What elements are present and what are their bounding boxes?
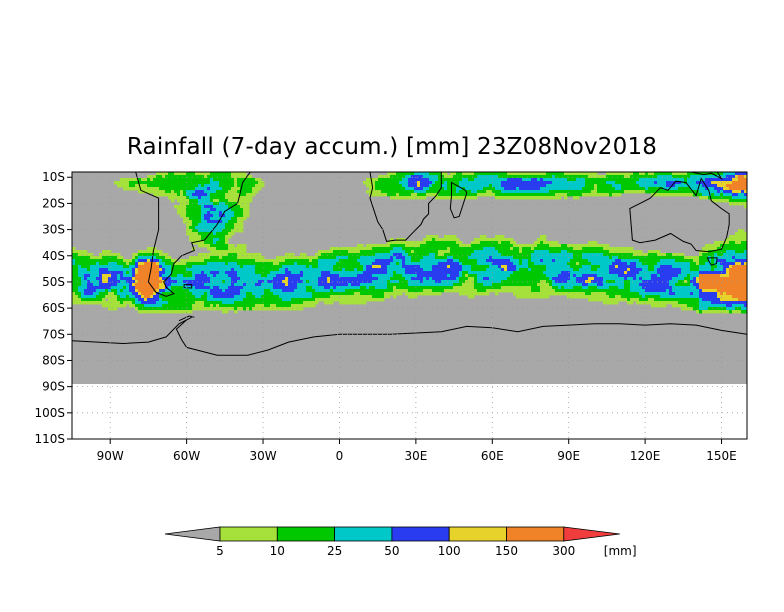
colorbar-segment — [506, 526, 565, 542]
lat-tick-label: 60S — [42, 301, 65, 315]
colorbar-unit-label: [mm] — [604, 544, 637, 558]
lon-tick-label: 30W — [249, 449, 276, 463]
colorbar-high-triangle — [563, 526, 620, 542]
coast-africa — [369, 172, 442, 242]
colorbar-threshold-label: 50 — [384, 544, 399, 558]
colorbar: 5 10 25 50 100 150 300 [mm] — [164, 526, 637, 558]
colorbar-threshold-label: 25 — [327, 544, 342, 558]
coast-new-guinea — [690, 172, 723, 180]
coast-antarctic-peninsula-tip — [178, 315, 195, 322]
map-border — [71, 171, 748, 440]
coast-australia — [629, 177, 730, 253]
coast-south-america — [135, 172, 251, 297]
colorbar-threshold-label: 10 — [270, 544, 285, 558]
lat-tick-label: 70S — [42, 327, 65, 341]
map-title: Rainfall (7-day accum.) [mm] 23Z08Nov201… — [126, 134, 658, 160]
lat-tick-label: 40S — [42, 249, 65, 263]
lon-tick-label: 30E — [404, 449, 427, 463]
latitude-axis: 10S 20S 30S 40S 50S 60S 70S 80S 90S 100S 110S — [34, 170, 72, 446]
lat-tick-label: 80S — [42, 353, 65, 367]
lon-tick-label: 0 — [336, 449, 344, 463]
colorbar-segment — [448, 526, 507, 542]
longitude-axis: 90W60W30W030E60E90E120E150E180150W — [97, 439, 737, 463]
lat-tick-label: 20S — [42, 196, 65, 210]
lon-tick-label: 120E — [630, 449, 661, 463]
lon-tick-label: 150E — [706, 449, 737, 463]
coast-nz-south — [764, 257, 784, 273]
colorbar-segment — [334, 526, 393, 542]
lon-tick-label: 90W — [97, 449, 124, 463]
lat-tick-label: 100S — [34, 406, 65, 420]
coast-tasmania — [706, 257, 718, 266]
lat-tick-label: 30S — [42, 223, 65, 237]
coast-falklands — [183, 284, 193, 289]
lon-tick-label: 90E — [557, 449, 580, 463]
colorbar-threshold-label: 5 — [216, 544, 224, 558]
colorbar-threshold-label: 150 — [495, 544, 518, 558]
colorbar-segment — [391, 526, 450, 542]
lat-tick-label: 110S — [34, 432, 65, 446]
lat-tick-label: 50S — [42, 275, 65, 289]
lat-tick-label: 90S — [42, 380, 65, 394]
lat-tick-label: 10S — [42, 170, 65, 184]
lon-tick-label: 60E — [481, 449, 504, 463]
coastlines — [72, 172, 784, 356]
colorbar-segment — [276, 526, 335, 542]
colorbar-threshold-label: 100 — [438, 544, 461, 558]
coast-antarctica — [72, 316, 747, 356]
coast-madagascar — [449, 181, 468, 219]
colorbar-low-triangle — [164, 526, 221, 542]
colorbar-segment — [219, 526, 278, 542]
colorbar-threshold-label: 300 — [552, 544, 575, 558]
coast-nz-north — [779, 241, 784, 260]
lon-tick-label: 60W — [173, 449, 200, 463]
